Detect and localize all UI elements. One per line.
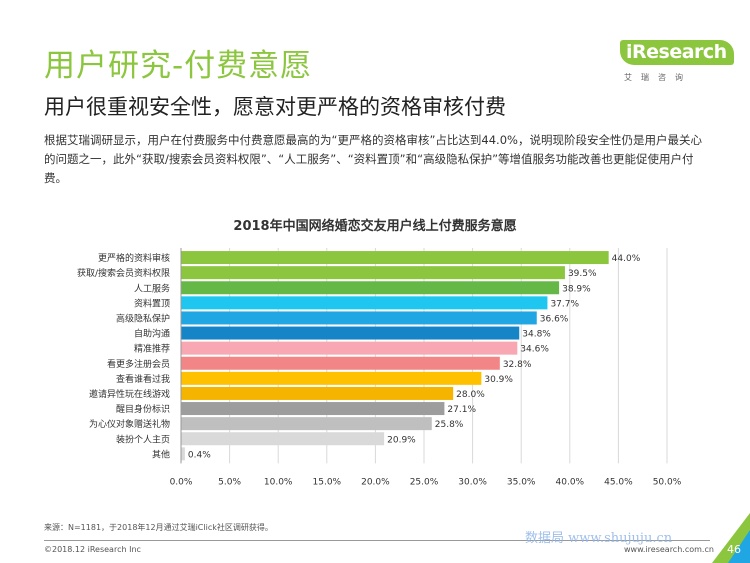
- bar: [181, 296, 548, 310]
- data-label: 25.8%: [435, 420, 464, 430]
- category-label: 其他: [152, 448, 170, 460]
- x-tick-label: 30.0%: [458, 477, 487, 487]
- bar: [181, 386, 454, 400]
- x-tick-label: 15.0%: [313, 477, 342, 487]
- category-label: 高级隐私保护: [116, 312, 170, 324]
- bar: [181, 281, 560, 295]
- copyright: ©2018.12 iResearch Inc: [44, 545, 141, 554]
- corner-triangle-blue: [728, 530, 750, 563]
- data-label: 34.8%: [522, 330, 551, 340]
- bar: [181, 251, 609, 265]
- category-label: 更严格的资料审核: [98, 252, 170, 264]
- logo-subtitle: 艾瑞咨询: [624, 73, 692, 82]
- data-label: 0.4%: [188, 450, 211, 460]
- category-label: 醒目身份标识: [116, 403, 170, 415]
- data-label: 27.1%: [447, 405, 476, 415]
- data-label: 28.0%: [456, 390, 485, 400]
- data-label: 37.7%: [550, 299, 579, 309]
- chart-title: 2018年中国网络婚恋交友用户线上付费服务意愿: [233, 219, 517, 234]
- summary-paragraph: 根据艾瑞调研显示，用户在付费服务中付费意愿最高的为“更严格的资格审核”占比达到4…: [44, 133, 702, 185]
- x-tick-label: 35.0%: [507, 477, 536, 487]
- x-tick-label: 45.0%: [604, 477, 633, 487]
- website: www.iresearch.com.cn: [624, 545, 714, 554]
- data-label: 39.5%: [568, 269, 597, 279]
- data-label: 44.0%: [612, 254, 641, 264]
- category-label: 查看谁看过我: [116, 373, 170, 385]
- category-label: 为心仪对象赠送礼物: [89, 418, 170, 430]
- iresearch-logo: iResearch 艾瑞咨询: [620, 40, 734, 90]
- source-note: 来源：N=1181，于2018年12月通过艾瑞iClick社区调研获得。: [44, 523, 273, 532]
- category-label: 获取/搜索会员资料权限: [77, 267, 170, 279]
- bar: [181, 432, 385, 446]
- category-label: 人工服务: [134, 282, 170, 294]
- page-title: 用户研究-付费意愿: [44, 48, 313, 84]
- data-label: 32.8%: [503, 360, 532, 370]
- category-label: 资料置顶: [134, 297, 170, 309]
- bar: [181, 341, 518, 355]
- x-tick-label: 10.0%: [264, 477, 293, 487]
- category-label: 看更多注册会员: [107, 358, 170, 370]
- bar: [181, 447, 185, 461]
- x-tick-label: 40.0%: [556, 477, 585, 487]
- data-label: 30.9%: [484, 375, 513, 385]
- x-tick-label: 5.0%: [218, 477, 241, 487]
- bar: [181, 311, 537, 325]
- x-tick-label: 20.0%: [361, 477, 390, 487]
- bar: [181, 266, 565, 280]
- category-label: 自助沟通: [134, 328, 170, 340]
- data-label: 20.9%: [387, 435, 416, 445]
- page-subtitle: 用户很重视安全性，愿意对更严格的资格审核付费: [44, 95, 506, 119]
- category-label: 装扮个人主页: [116, 433, 170, 445]
- page-number: 46: [727, 543, 741, 556]
- logo-brand: iResearch: [620, 40, 734, 65]
- data-label: 34.6%: [520, 345, 549, 355]
- bar: [181, 402, 445, 416]
- category-label: 邀请异性玩在线游戏: [89, 388, 170, 400]
- x-tick-label: 25.0%: [410, 477, 439, 487]
- x-tick-label: 50.0%: [653, 477, 682, 487]
- bar: [181, 371, 482, 385]
- footer-divider: [44, 540, 710, 541]
- category-label: 精准推荐: [134, 343, 170, 355]
- bar: [181, 356, 500, 370]
- bar: [181, 326, 520, 340]
- data-label: 36.6%: [540, 314, 569, 324]
- bar: [181, 417, 432, 431]
- x-tick-label: 0.0%: [170, 477, 193, 487]
- watermark: 数据局 www.shujuju.cn: [525, 531, 673, 546]
- data-label: 38.9%: [562, 284, 591, 294]
